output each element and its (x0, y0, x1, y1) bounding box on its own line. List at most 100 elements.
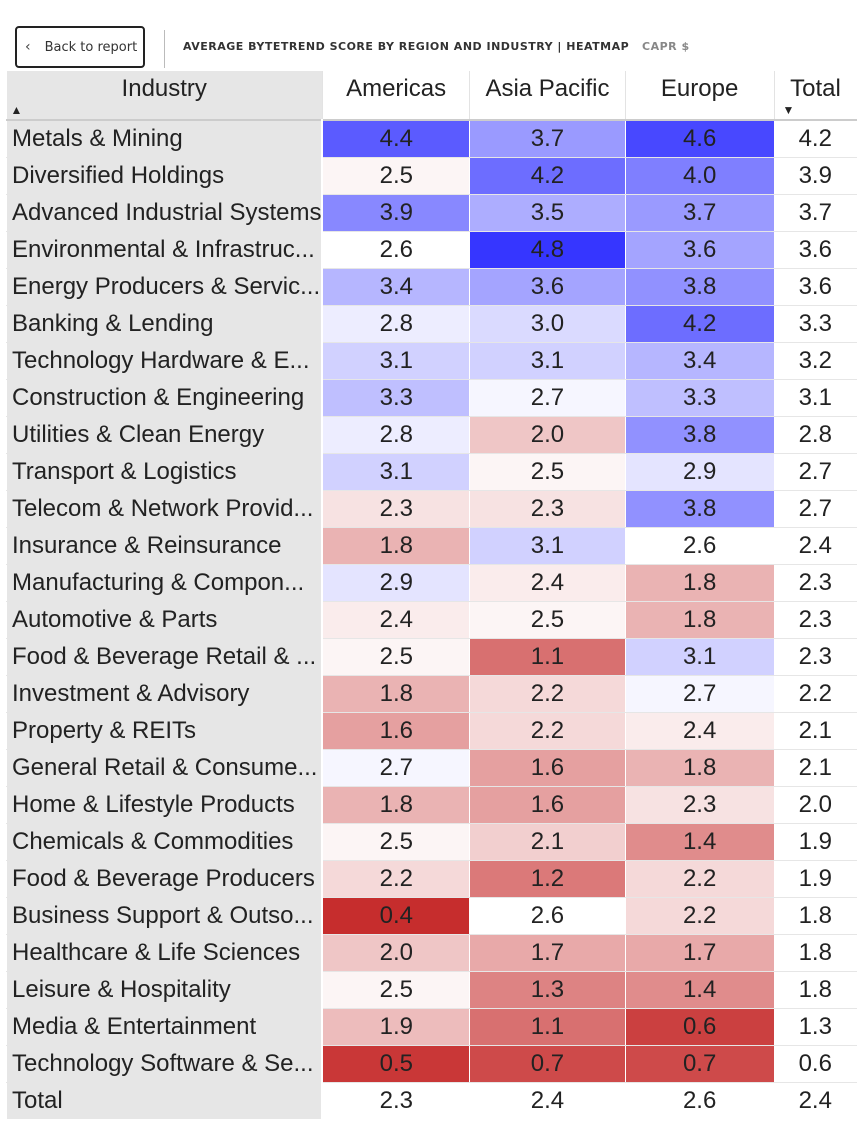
table-row[interactable]: Leisure & Hospitality 2.5 1.3 1.4 1.8 (6, 971, 857, 1009)
cell-total: 3.3 (773, 305, 857, 343)
cell-total: 2.7 (773, 453, 857, 491)
table-row[interactable]: Advanced Industrial Systems 3.9 3.5 3.7 3.7 (6, 194, 857, 232)
cell-asia-pacific: 2.0 (469, 416, 626, 454)
table-row[interactable]: Environmental & Infrastruc... 2.6 4.8 3.6 3.… (6, 231, 857, 269)
table-row[interactable]: Construction & Engineering 3.3 2.7 3.3 3.1 (6, 379, 857, 417)
total-row: Total 2.3 2.4 2.6 2.4 (6, 1082, 857, 1119)
industry-label: Leisure & Hospitality (6, 971, 324, 1009)
cell-asia-pacific: 2.7 (469, 379, 626, 417)
table-row[interactable]: Food & Beverage Producers 2.2 1.2 2.2 1.9 (6, 860, 857, 898)
cell-europe: 3.4 (624, 342, 775, 380)
cell-asia-pacific: 3.0 (469, 305, 626, 343)
industry-label: Food & Beverage Producers (6, 860, 324, 898)
cell-asia-pacific: 2.6 (469, 897, 626, 935)
column-header-total[interactable]: Total ▼ (773, 71, 857, 120)
cell-asia-pacific: 1.7 (469, 934, 626, 972)
cell-asia-pacific: 2.5 (469, 601, 626, 639)
table-row[interactable]: Food & Beverage Retail & ... 2.5 1.1 3.1 2.3 (6, 638, 857, 676)
industry-label: Construction & Engineering (6, 379, 324, 417)
table-row[interactable]: Insurance & Reinsurance 1.8 3.1 2.6 2.4 (6, 527, 857, 565)
column-label: Industry (121, 75, 207, 102)
cell-total: 2.7 (773, 490, 857, 528)
table-row[interactable]: Metals & Mining 4.4 3.7 4.6 4.2 (6, 119, 857, 158)
cell-europe: 3.7 (624, 194, 775, 232)
table-row[interactable]: Business Support & Outso... 0.4 2.6 2.2 1.8 (6, 897, 857, 935)
table-row[interactable]: Automotive & Parts 2.4 2.5 1.8 2.3 (6, 601, 857, 639)
cell-asia-pacific: 2.5 (469, 453, 626, 491)
industry-label: Property & REITs (6, 712, 324, 750)
cell-total: 3.9 (773, 157, 857, 195)
cell-americas: 2.5 (321, 638, 471, 676)
table-row[interactable]: General Retail & Consume... 2.7 1.6 1.8 2.1 (6, 749, 857, 787)
industry-label: Insurance & Reinsurance (6, 527, 324, 565)
cell-total: 1.8 (773, 971, 857, 1009)
cell-americas: 0.5 (321, 1045, 471, 1083)
column-label: Americas (346, 75, 447, 102)
table-row[interactable]: Utilities & Clean Energy 2.8 2.0 3.8 2.8 (6, 416, 857, 454)
sort-ascending-icon: ▲ (10, 103, 23, 117)
table-row[interactable]: Energy Producers & Servic... 3.4 3.6 3.8 3.6 (6, 268, 857, 306)
column-label: Total (790, 75, 841, 102)
table-row[interactable]: Transport & Logistics 3.1 2.5 2.9 2.7 (6, 453, 857, 491)
cell-asia-pacific: 1.6 (469, 786, 626, 824)
table-row[interactable]: Technology Software & Se... 0.5 0.7 0.7 0.6 (6, 1045, 857, 1083)
table-row[interactable]: Manufacturing & Compon... 2.9 2.4 1.8 2.3 (6, 564, 857, 602)
table-row[interactable]: Diversified Holdings 2.5 4.2 4.0 3.9 (6, 157, 857, 195)
industry-label: Home & Lifestyle Products (6, 786, 324, 824)
industry-label: Manufacturing & Compon... (6, 564, 324, 602)
cell-europe: 3.8 (624, 268, 775, 306)
industry-label: General Retail & Consume... (6, 749, 324, 787)
column-label: Europe (660, 75, 739, 102)
cell-asia-pacific: 3.6 (469, 268, 626, 306)
cell-total: 3.2 (773, 342, 857, 380)
industry-label: Transport & Logistics (6, 453, 324, 491)
cell-total: 4.2 (773, 119, 857, 158)
cell-total: 2.3 (773, 638, 857, 676)
table-row[interactable]: Home & Lifestyle Products 1.8 1.6 2.3 2.0 (6, 786, 857, 824)
column-label: Asia Pacific (485, 75, 610, 102)
table-row[interactable]: Banking & Lending 2.8 3.0 4.2 3.3 (6, 305, 857, 343)
cell-asia-pacific: 2.1 (469, 823, 626, 861)
cell-total: 1.9 (773, 860, 857, 898)
cell-asia-pacific: 3.7 (469, 119, 626, 158)
cell-europe: 0.6 (624, 1008, 775, 1046)
total-americas: 2.3 (321, 1082, 471, 1119)
cell-asia-pacific: 2.2 (469, 712, 626, 750)
table-row[interactable]: Technology Hardware & E... 3.1 3.1 3.4 3.2 (6, 342, 857, 380)
column-header-industry[interactable]: Industry ▲ (6, 71, 323, 120)
back-to-report-button[interactable]: ‹ Back to report (15, 26, 145, 68)
cell-asia-pacific: 3.1 (469, 342, 626, 380)
cell-total: 3.6 (773, 231, 857, 269)
cell-europe: 3.1 (624, 638, 775, 676)
industry-label: Media & Entertainment (6, 1008, 324, 1046)
column-header-europe[interactable]: Europe (624, 71, 775, 120)
cell-americas: 3.9 (321, 194, 471, 232)
table-row[interactable]: Property & REITs 1.6 2.2 2.4 2.1 (6, 712, 857, 750)
column-header-asia-pacific[interactable]: Asia Pacific (469, 71, 626, 120)
cell-total: 2.2 (773, 675, 857, 713)
industry-label: Diversified Holdings (6, 157, 324, 195)
total-label: Total (6, 1082, 324, 1119)
cell-americas: 3.4 (321, 268, 471, 306)
cell-asia-pacific: 2.4 (469, 564, 626, 602)
table-row[interactable]: Telecom & Network Provid... 2.3 2.3 3.8 2.7 (6, 490, 857, 528)
cell-europe: 0.7 (624, 1045, 775, 1083)
cell-asia-pacific: 1.3 (469, 971, 626, 1009)
industry-label: Energy Producers & Servic... (6, 268, 324, 306)
total-asia-pacific: 2.4 (469, 1082, 626, 1119)
table-row[interactable]: Healthcare & Life Sciences 2.0 1.7 1.7 1.8 (6, 934, 857, 972)
cell-americas: 2.5 (321, 971, 471, 1009)
cell-europe: 2.2 (624, 860, 775, 898)
table-row[interactable]: Investment & Advisory 1.8 2.2 2.7 2.2 (6, 675, 857, 713)
industry-label: Utilities & Clean Energy (6, 416, 324, 454)
cell-total: 3.1 (773, 379, 857, 417)
cell-europe: 3.8 (624, 416, 775, 454)
table-row[interactable]: Media & Entertainment 1.9 1.1 0.6 1.3 (6, 1008, 857, 1046)
table-row[interactable]: Chemicals & Commodities 2.5 2.1 1.4 1.9 (6, 823, 857, 861)
cell-americas: 2.6 (321, 231, 471, 269)
cell-europe: 2.9 (624, 453, 775, 491)
cell-europe: 4.2 (624, 305, 775, 343)
industry-label: Metals & Mining (6, 119, 324, 158)
cell-americas: 1.9 (321, 1008, 471, 1046)
column-header-americas[interactable]: Americas (321, 71, 470, 120)
